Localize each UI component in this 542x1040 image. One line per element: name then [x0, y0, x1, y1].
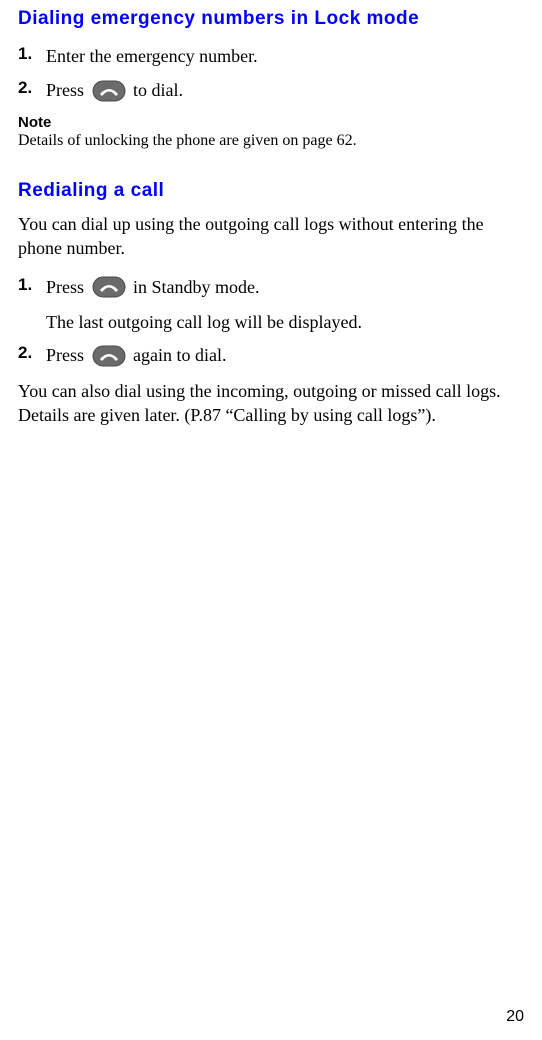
note-text: Details of unlocking the phone are given…: [18, 131, 524, 152]
step-text-pre: Press: [46, 80, 89, 100]
redialing-outro: You can also dial using the incoming, ou…: [18, 379, 524, 428]
call-icon: [92, 276, 126, 298]
step-text-post: in Standby mode.: [129, 277, 260, 297]
call-icon: [92, 80, 126, 102]
page-number: 20: [506, 1008, 524, 1026]
heading-lock-mode: Dialing emergency numbers in Lock mode: [18, 8, 524, 30]
sec1-step2: 2. Press to dial.: [18, 78, 524, 104]
page-content: Dialing emergency numbers in Lock mode 1…: [0, 0, 542, 1040]
sec1-step1: 1. Enter the emergency number.: [18, 44, 524, 68]
step-text: Press to dial.: [46, 78, 524, 104]
step-number: 2.: [18, 78, 46, 98]
sec2-step1: 1. Press in Standby mode.: [18, 275, 524, 301]
step-number: 2.: [18, 343, 46, 363]
step-text: Press in Standby mode.: [46, 275, 524, 301]
step-text-post: to dial.: [129, 80, 184, 100]
step-number: 1.: [18, 44, 46, 64]
step-text: Press again to dial.: [46, 343, 524, 369]
step-text: Enter the emergency number.: [46, 44, 524, 68]
step-text-pre: Press: [46, 277, 89, 297]
note-label: Note: [18, 114, 524, 131]
step-number: 1.: [18, 275, 46, 295]
sec2-step1-sub: The last outgoing call log will be displ…: [46, 310, 524, 334]
call-icon: [92, 345, 126, 367]
step-text-pre: Press: [46, 345, 89, 365]
redialing-intro: You can dial up using the outgoing call …: [18, 212, 524, 261]
sec2-step2: 2. Press again to dial.: [18, 343, 524, 369]
step-text-post: again to dial.: [129, 345, 227, 365]
heading-redialing: Redialing a call: [18, 180, 524, 202]
